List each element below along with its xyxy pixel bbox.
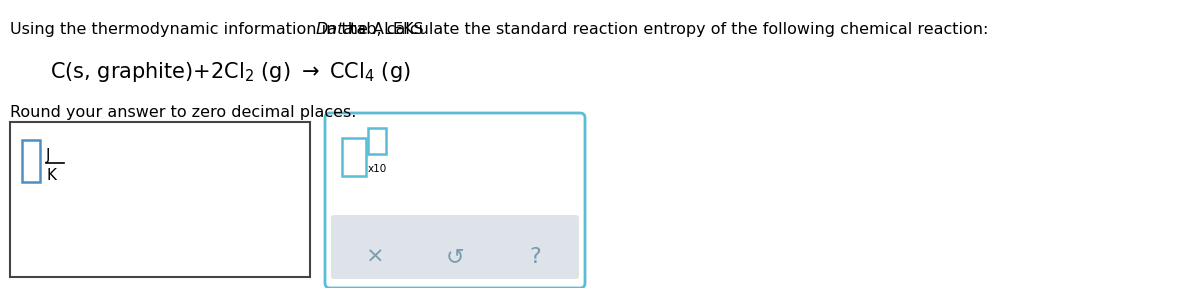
FancyBboxPatch shape [331,215,580,279]
Text: Using the thermodynamic information in the ALEKS: Using the thermodynamic information in t… [10,22,428,37]
Text: tab, calculate the standard reaction entropy of the following chemical reaction:: tab, calculate the standard reaction ent… [346,22,989,37]
Text: ?: ? [529,247,541,267]
Bar [368,128,386,154]
Bar [342,138,366,176]
Bar [10,122,310,277]
FancyBboxPatch shape [325,113,586,288]
Bar [334,218,576,276]
Text: x10: x10 [368,164,388,174]
Text: J: J [46,148,50,163]
Text: Data: Data [316,22,354,37]
Text: ↺: ↺ [445,247,464,267]
Bar [22,140,40,182]
Text: C(s, graphite)+2Cl$_2$ (g) $\rightarrow$ CCl$_4$ (g): C(s, graphite)+2Cl$_2$ (g) $\rightarrow$… [50,60,410,84]
Text: K: K [46,168,56,183]
Text: Round your answer to zero decimal places.: Round your answer to zero decimal places… [10,105,356,120]
Text: ×: × [366,247,384,267]
